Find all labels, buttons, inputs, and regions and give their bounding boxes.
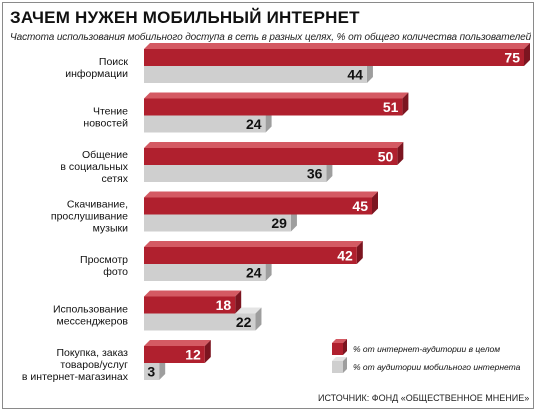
legend: % от интернет-аудитории в целом % от ауди… [332,339,521,373]
bar-total-audience [144,142,404,165]
category-label: Скачивание, прослушивание музыки [51,199,128,235]
bar-total-audience [144,191,378,215]
value-label: 36 [307,166,323,182]
value-label: 29 [271,215,287,231]
source-note: ИСТОЧНИК: ФОНД «ОБЩЕСТВЕННОЕ МНЕНИЕ» [318,393,530,403]
chart-subtitle: Частота использования мобильного доступа… [10,32,532,43]
value-label: 24 [246,116,262,132]
category-label: Покупка, заказ товаров/услуг в интернет-ма… [22,347,129,383]
value-label: 22 [236,314,252,330]
bar-total-audience [144,241,363,264]
value-label: 42 [337,248,353,264]
value-label: 45 [352,198,368,214]
value-label: 18 [216,297,232,313]
category-label: Поиск информации [65,56,128,80]
legend-label: % от аудитории мобильного интернета [353,362,521,372]
value-label: 75 [504,50,520,66]
category-label: Чтение новостей [83,106,128,130]
bar-total-audience [144,290,242,314]
chart-title: ЗАЧЕМ НУЖЕН МОБИЛЬНЫЙ ИНТЕРНЕТ [10,8,360,27]
legend-item: % от интернет-аудитории в целом [332,339,500,355]
category-label: Общение в социальных сетях [60,149,128,185]
bar-total-audience [144,340,211,363]
value-label: 24 [246,265,262,281]
value-label: 51 [383,99,399,115]
category-label: Использование мессенджеров [53,304,128,328]
bar-total-audience [144,92,409,116]
value-label: 3 [147,364,155,380]
category-label: Просмотр фото [80,254,128,278]
chart-frame [2,2,534,409]
legend-item: % от аудитории мобильного интернета [332,357,521,373]
bar-total-audience [144,43,530,66]
value-label: 44 [347,67,363,83]
value-label: 50 [378,149,394,165]
legend-label: % от интернет-аудитории в целом [353,344,500,354]
value-label: 12 [185,347,201,363]
